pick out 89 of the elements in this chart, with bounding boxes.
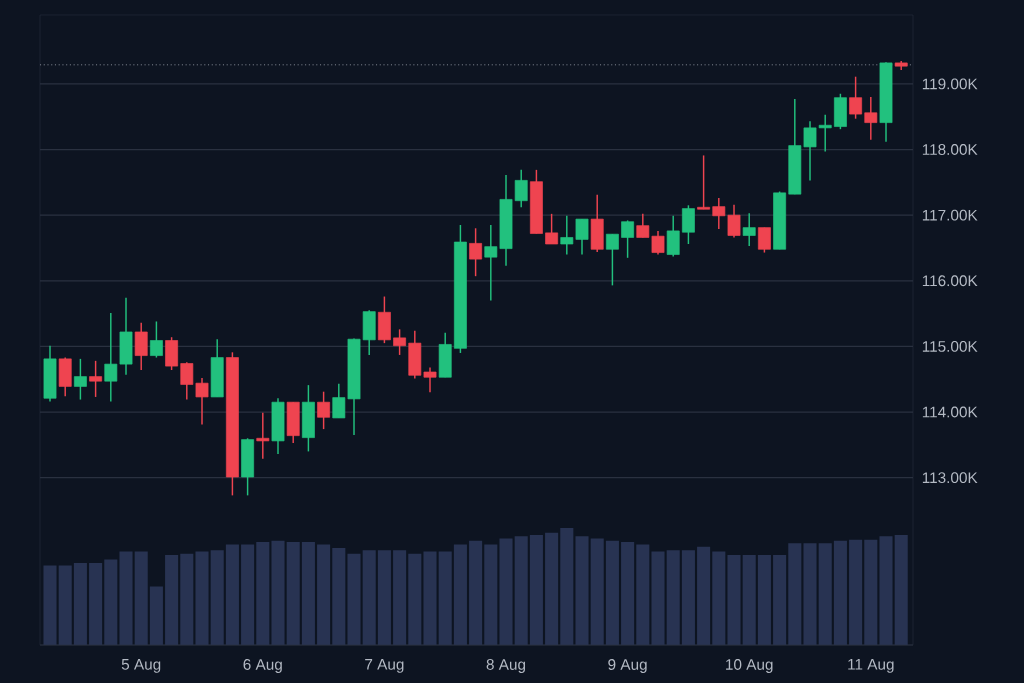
bar <box>332 547 346 645</box>
bar <box>499 538 513 645</box>
bar <box>271 540 285 645</box>
bar <box>423 551 437 645</box>
bar <box>195 551 209 645</box>
bar <box>393 550 407 645</box>
candlestick <box>149 320 163 359</box>
bar <box>165 554 179 645</box>
candlestick <box>545 213 559 245</box>
bar <box>879 536 893 645</box>
bar <box>727 554 741 645</box>
bar <box>134 551 148 645</box>
x-tick-label: 5 Aug <box>121 659 161 673</box>
bar <box>469 540 483 645</box>
bar <box>849 539 863 645</box>
bar <box>636 544 650 645</box>
candlestick <box>621 219 635 259</box>
y-tick-label: 113.00K <box>922 472 978 484</box>
x-tick-label: 11 Aug <box>848 659 894 673</box>
bar <box>590 538 604 645</box>
bar <box>742 554 756 645</box>
x-tick-label: 8 Aug <box>486 659 526 673</box>
bar <box>621 542 635 645</box>
bar <box>894 535 908 645</box>
x-tick-label: 7 Aug <box>365 659 404 673</box>
bar <box>864 539 878 645</box>
x-tick-label: 9 Aug <box>608 659 647 673</box>
bar <box>833 540 847 645</box>
y-tick-label: 114.00K <box>922 406 978 418</box>
bar <box>560 528 574 645</box>
bar <box>149 586 163 645</box>
y-tick-label: 118.00K <box>922 144 978 155</box>
bar <box>773 554 787 645</box>
bar <box>529 535 543 645</box>
candlestick <box>317 390 331 430</box>
bar <box>301 542 315 645</box>
bar <box>256 542 270 645</box>
bar <box>119 551 133 645</box>
bar <box>180 553 194 645</box>
bar <box>210 550 224 645</box>
bar <box>514 536 528 645</box>
bar <box>666 550 680 645</box>
bar <box>484 544 498 645</box>
bar <box>73 563 87 645</box>
candlestick <box>666 215 680 258</box>
bar <box>575 536 589 645</box>
candlestick <box>469 227 483 277</box>
bar <box>712 551 726 645</box>
bar <box>89 563 103 645</box>
bar <box>377 550 391 645</box>
bar <box>453 544 467 645</box>
y-tick-label: 117.00K <box>922 209 978 221</box>
bar <box>697 546 711 645</box>
y-tick-label: 116.00K <box>922 275 978 287</box>
bar <box>681 550 695 645</box>
candlestick <box>697 154 711 210</box>
y-tick-label: 119.00K <box>922 78 978 90</box>
bar <box>104 559 118 645</box>
bar <box>651 551 665 645</box>
candlestick <box>134 322 148 371</box>
bar <box>438 551 452 645</box>
bar <box>818 543 832 645</box>
bar <box>545 532 559 645</box>
candlestick <box>89 360 103 398</box>
bar <box>43 565 57 645</box>
candlestick <box>757 226 771 254</box>
candlestick <box>256 411 270 460</box>
bar <box>605 540 619 645</box>
bar <box>225 544 239 645</box>
candlestick <box>742 212 756 247</box>
bar <box>362 550 376 645</box>
candlestick <box>864 96 878 141</box>
bar <box>241 544 255 645</box>
bar <box>317 544 331 645</box>
bar <box>286 542 300 645</box>
x-tick-label: 10 Aug <box>726 659 773 673</box>
bar <box>788 543 802 645</box>
candlestick <box>73 358 87 401</box>
y-tick-label: 115.00K <box>922 340 978 352</box>
bar <box>757 554 771 645</box>
candlestick <box>393 328 407 356</box>
bar <box>803 543 817 645</box>
bar <box>408 553 422 645</box>
bar <box>347 553 361 645</box>
candlestick <box>849 75 863 120</box>
candlestick <box>681 204 695 245</box>
x-tick-label: 6 Aug <box>243 659 282 673</box>
candlestick <box>605 233 619 287</box>
bar <box>58 565 72 645</box>
